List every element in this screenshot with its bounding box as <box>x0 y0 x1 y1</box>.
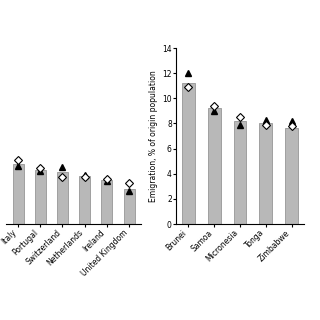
Bar <box>285 128 298 224</box>
Bar <box>57 172 68 224</box>
Bar <box>124 189 135 224</box>
Bar <box>182 83 195 224</box>
Bar <box>208 108 220 224</box>
Bar <box>79 176 90 224</box>
Bar <box>234 121 246 224</box>
Bar <box>260 124 272 224</box>
Bar <box>101 180 112 224</box>
Y-axis label: Emigration, % of origin population: Emigration, % of origin population <box>149 70 158 202</box>
Bar <box>12 164 24 224</box>
Bar <box>35 170 46 224</box>
